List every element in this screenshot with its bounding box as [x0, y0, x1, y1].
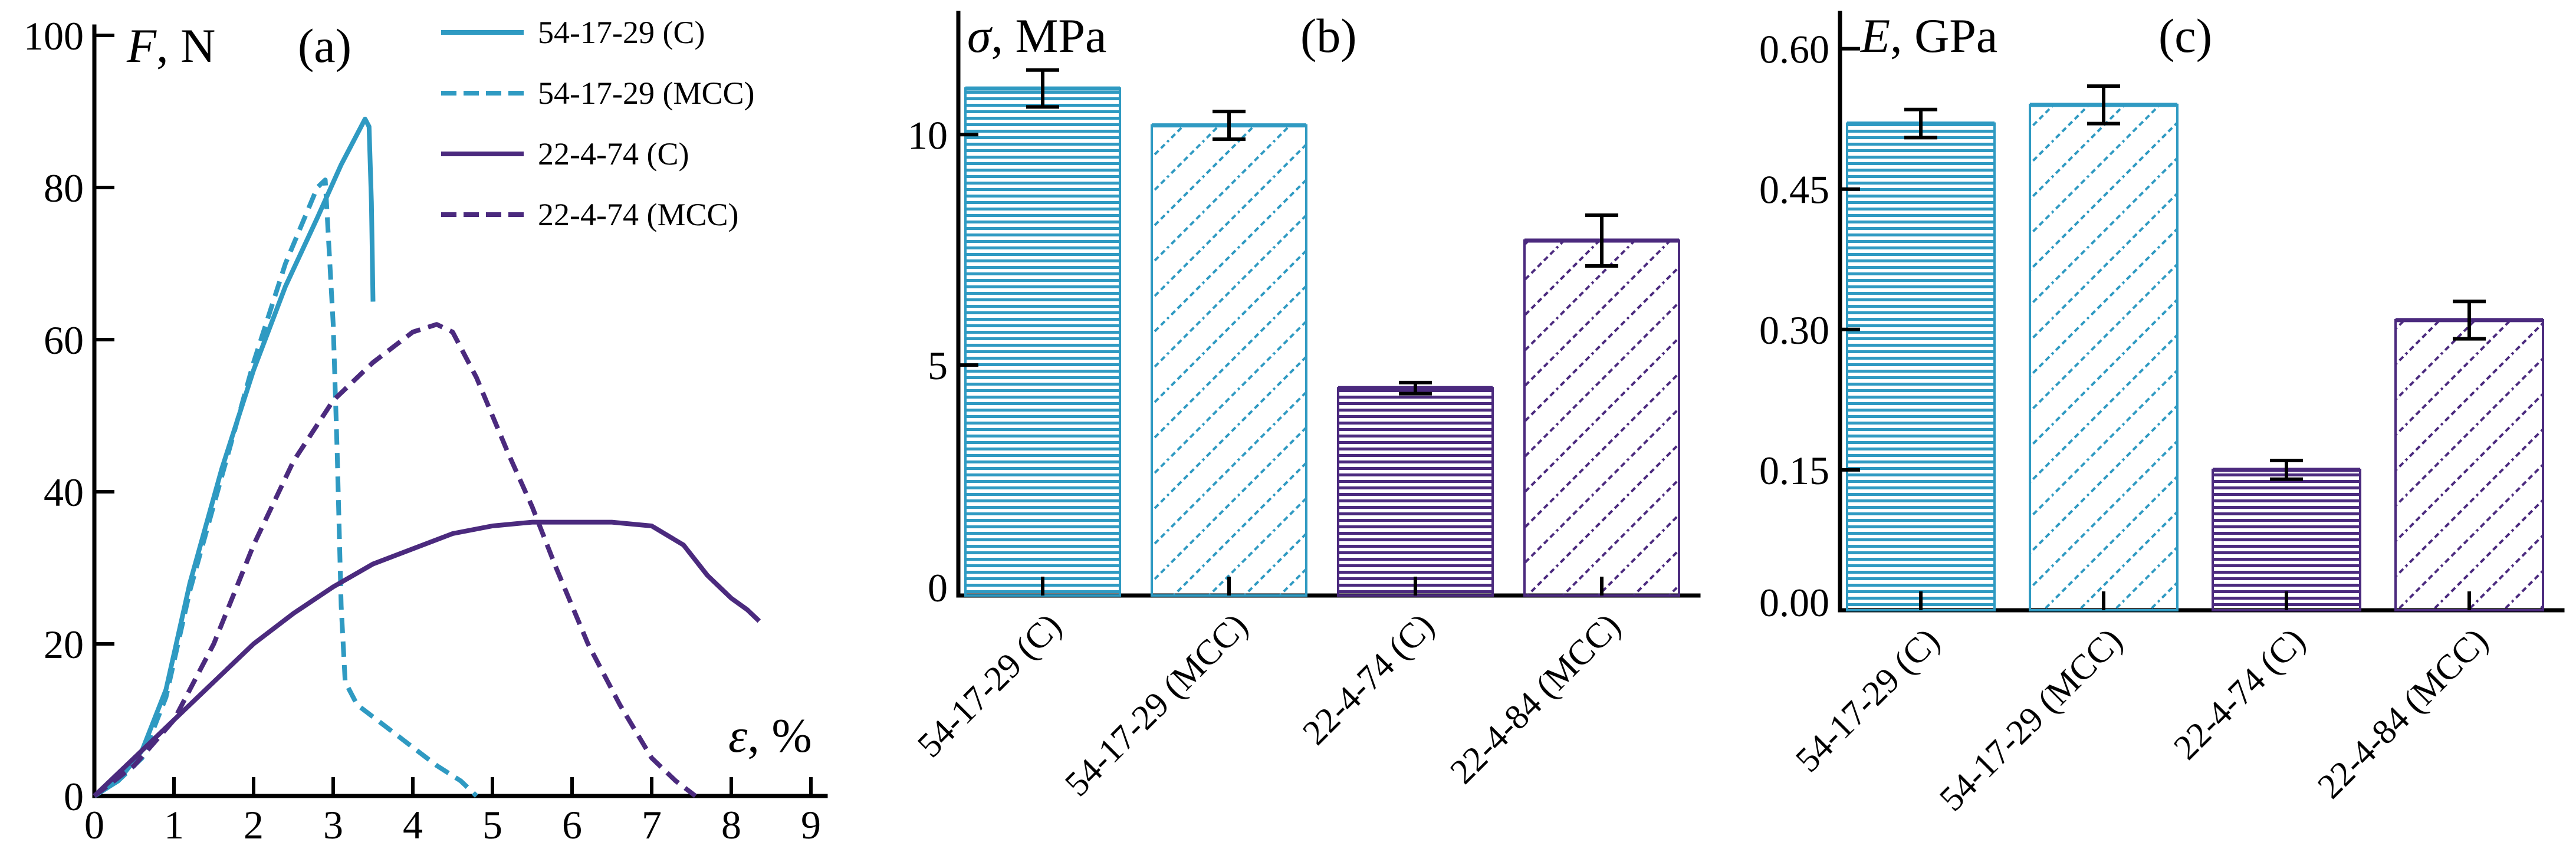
panel-b-category-label: 22-4-74 (C): [1295, 606, 1441, 752]
panel-a-y-axis-title: F, N: [126, 19, 215, 73]
panel-a-legend-label: 22-4-74 (MCC): [538, 197, 738, 232]
panel-a-x-axis-title: ε, %: [728, 709, 812, 762]
panel-b-bar-chart: 54-17-29 (C)54-17-29 (MCC) 22-4-74 (C) 22-…: [908, 9, 1701, 804]
panel-a-x-tick-label: 6: [562, 802, 582, 847]
panel-c-bar: [2394, 318, 2544, 612]
panel-c-category-label: 54-17-29 (MCC): [1932, 621, 2130, 818]
panel-a-y-tick-label: 80: [44, 166, 84, 210]
panel-b-label: (b): [1300, 9, 1357, 62]
panel-a-x-unit: , %: [747, 709, 811, 762]
panel-b-error-bar: [1213, 110, 1246, 142]
panel-a-x-tick-label: 3: [323, 802, 343, 847]
panel-c-y-tick-label: 0.60: [1759, 27, 1829, 72]
panel-b-bar: [1337, 387, 1494, 597]
panel-c-y-tick-label: 0.15: [1759, 448, 1829, 493]
panel-a-x-tick-label: 2: [244, 802, 264, 847]
panel-c-bar: [1846, 122, 1996, 612]
panel-a-legend-label: 54-17-29 (C): [538, 15, 705, 50]
panel-a-series-line-2: [93, 519, 761, 798]
panel-a-x-tick-label: 4: [403, 802, 423, 847]
panel-a-label: (a): [298, 19, 351, 73]
panel-c-category-label: 22-4-84 (MCC): [2310, 621, 2495, 806]
panel-a-legend-label: 22-4-74 (C): [538, 136, 689, 172]
panel-c-y-unit: , GPa: [1890, 9, 1997, 62]
panel-a-y-tick-label: 20: [44, 622, 84, 667]
panel-a-x-tick-label: 8: [721, 802, 741, 847]
panel-b-bar: [1151, 124, 1307, 597]
panel-c-category-label: 22-4-74 (C): [2166, 621, 2312, 767]
panel-a-legend: 54-17-29 (C) 54-17-29 (MCC) 22-4-74 (C) 22-…: [441, 15, 754, 232]
panel-a-y-tick-label: 0: [64, 774, 84, 819]
panel-c-error-bar: [2270, 459, 2303, 481]
panel-b-y-tick-label: 10: [908, 113, 948, 157]
panel-a-x-tick-label: 7: [642, 802, 662, 847]
panel-b-error-bar: [1399, 380, 1432, 396]
panel-a-x-tick-label: 9: [801, 802, 821, 847]
panel-a-y-unit: , N: [156, 19, 215, 73]
panel-c-bar: [2212, 468, 2361, 612]
panel-b-category-label: 54-17-29 (MCC): [1057, 606, 1255, 804]
panel-c-category-label: 54-17-29 (C): [1788, 621, 1947, 779]
panel-b-category-label: 22-4-84 (MCC): [1443, 606, 1628, 791]
panel-b-category-label: 54-17-29 (C): [910, 606, 1069, 765]
panel-c-error-bar: [2087, 84, 2120, 126]
panel-c-bar-chart: 54-17-29 (C)54-17-29 (MCC) 22-4-74 (C)22-…: [1759, 9, 2565, 818]
panel-c-y-symbol: E: [1860, 9, 1890, 62]
panel-b-y-axis-title: σ, MPa: [967, 9, 1106, 62]
panel-a-y-tick-label: 60: [44, 318, 84, 363]
panel-a-legend-label: 54-17-29 (MCC): [538, 75, 754, 111]
panel-a-y-tick-label: 40: [44, 470, 84, 515]
panel-c-y-tick-label: 0.00: [1759, 580, 1829, 625]
panel-b-error-bar: [1585, 213, 1618, 268]
panel-a-series-line-3: [93, 322, 697, 798]
panel-a-y-symbol: F: [126, 19, 157, 73]
panel-a-series-line-1: [93, 177, 478, 798]
panel-b-y-tick-label: 5: [928, 343, 948, 388]
panel-a-x-tick-label: 5: [482, 802, 502, 847]
panel-b-bar: [964, 87, 1121, 597]
panel-b-y-tick-label: 0: [928, 565, 948, 610]
panel-b-y-symbol: σ: [967, 9, 993, 62]
panel-a-x-symbol: ε: [728, 709, 748, 762]
panel-b-bar: [1523, 239, 1680, 597]
panel-c-error-bar: [2453, 300, 2486, 341]
panel-c-y-axis-title: E, GPa: [1860, 9, 1997, 62]
panel-a-x-tick-label: 0: [84, 802, 104, 847]
panel-c-y-tick-label: 0.45: [1759, 167, 1829, 212]
panel-c-error-bar: [1904, 107, 1937, 140]
panel-c-label: (c): [2158, 9, 2212, 62]
panel-b-y-unit: , MPa: [991, 9, 1106, 62]
panel-a-line-chart: 0 1 2 3 4 5 6 7 8 9 0 20 40 60 80 100 F, N (a) ε, % 54-…: [24, 14, 828, 847]
panel-c-bar: [2029, 103, 2179, 612]
panel-a-series-line-0: [93, 116, 376, 798]
panel-a-y-tick-label: 100: [24, 14, 84, 58]
panel-b-error-bar: [1026, 68, 1059, 109]
panel-a-x-tick-label: 1: [164, 802, 184, 847]
panel-c-y-tick-label: 0.30: [1759, 308, 1829, 353]
